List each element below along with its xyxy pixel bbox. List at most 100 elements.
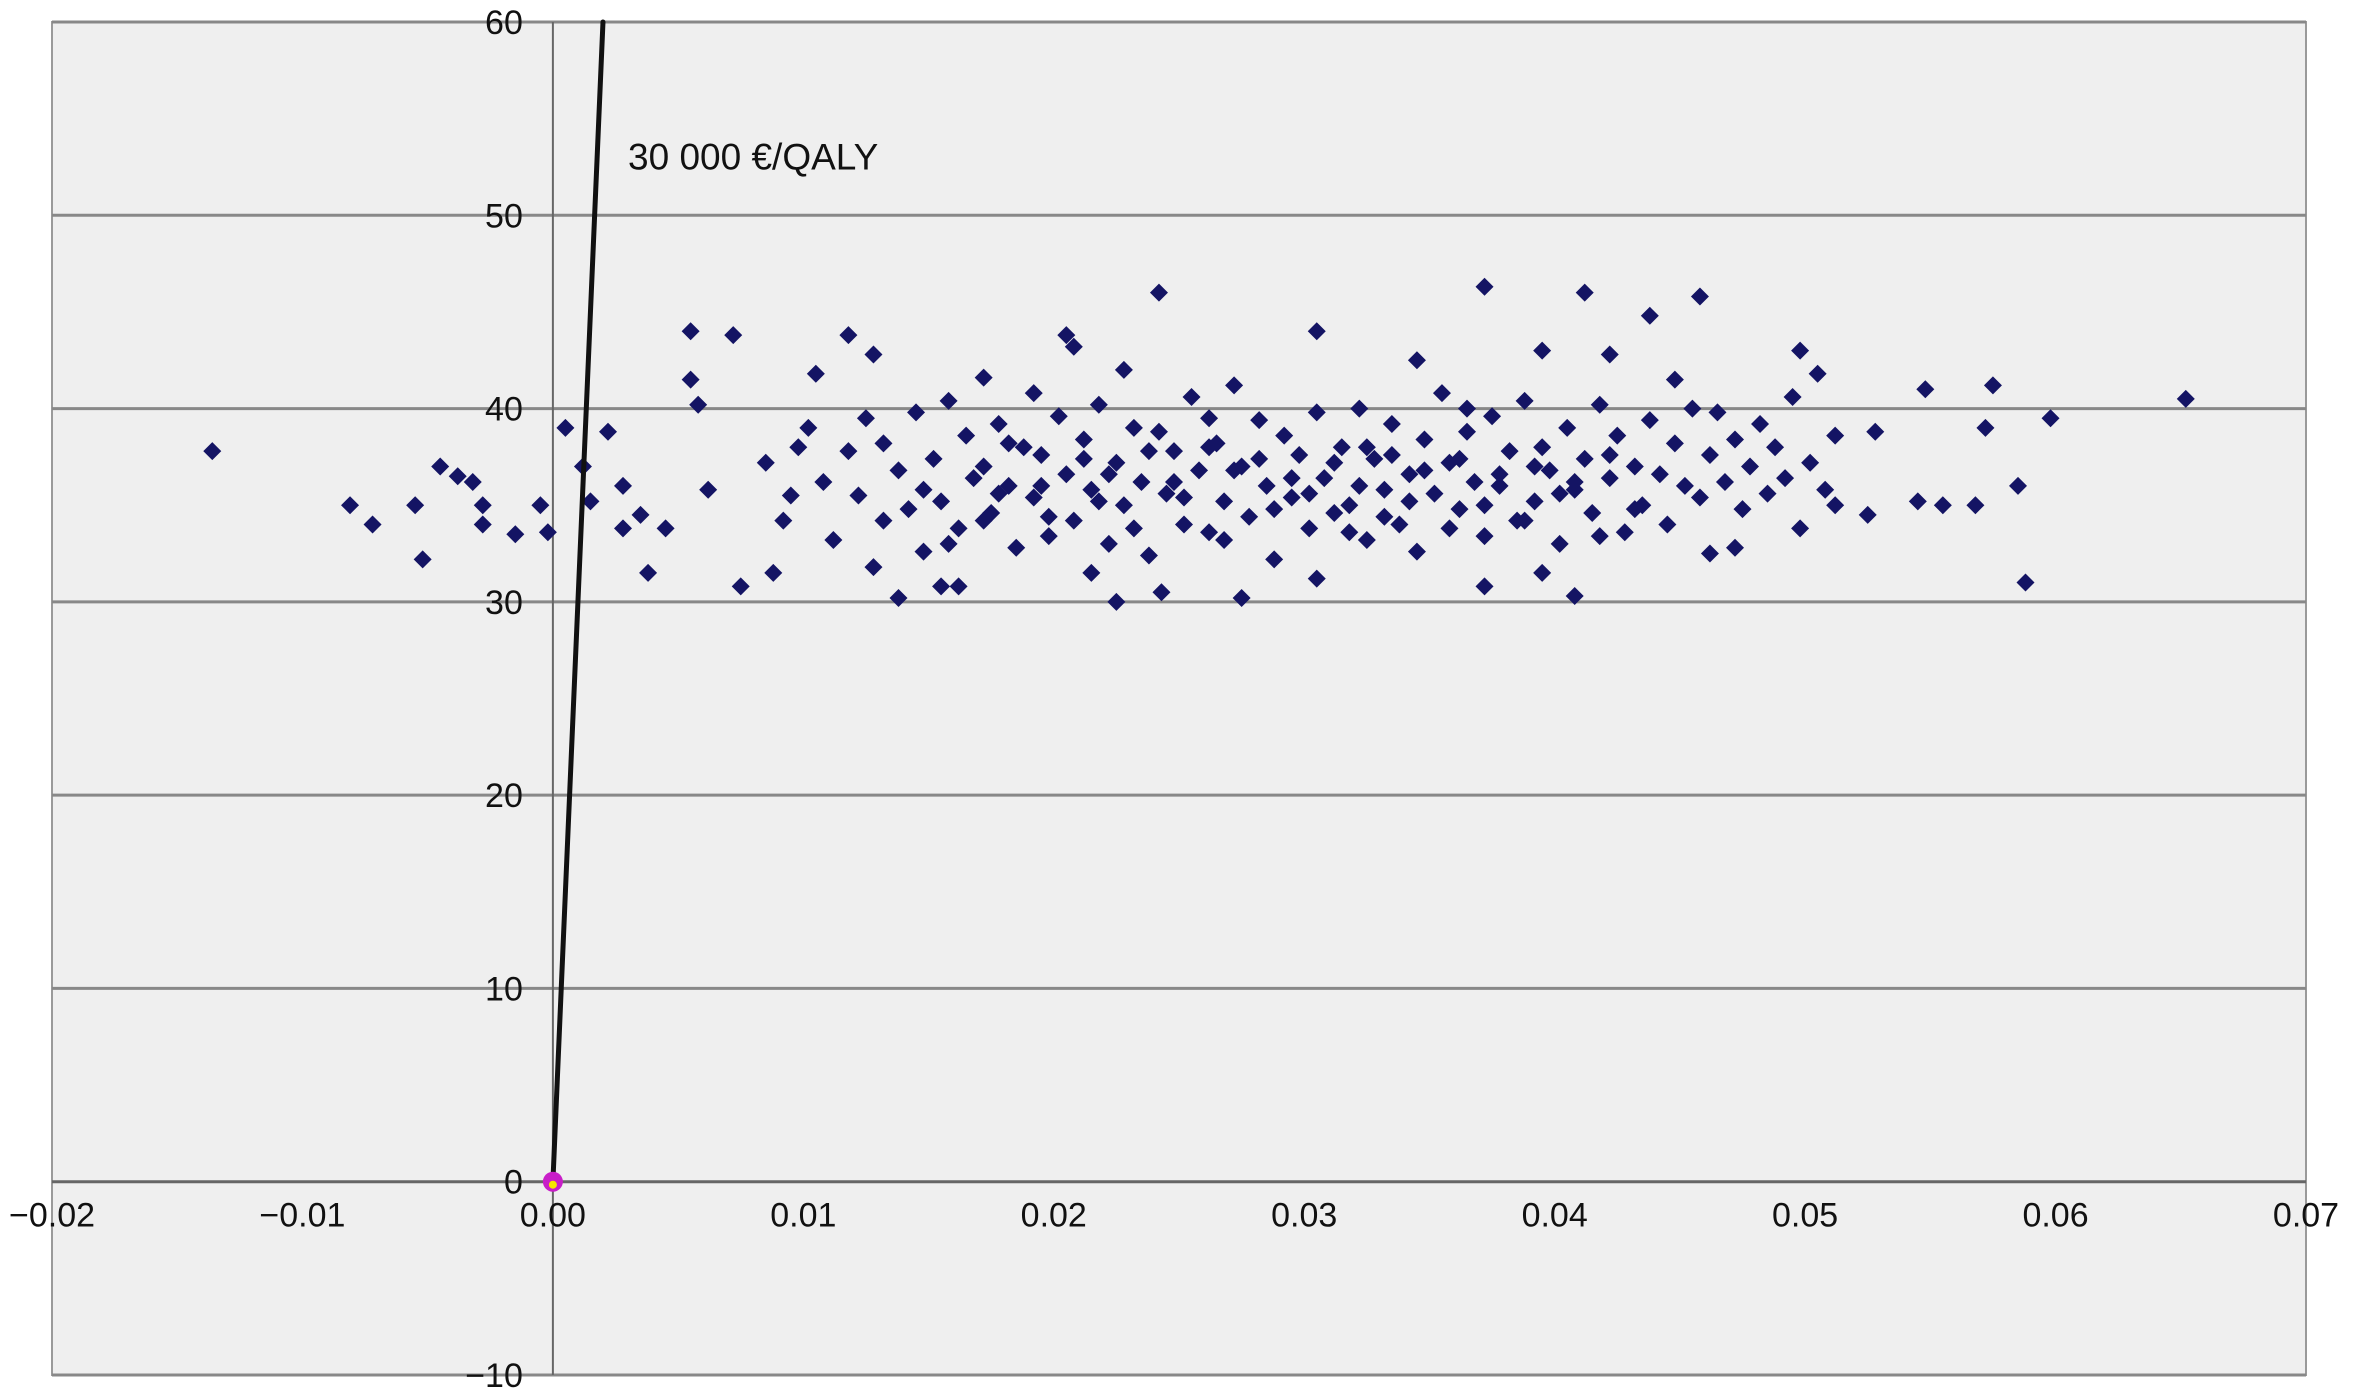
data-point <box>1983 376 2002 395</box>
data-point <box>924 449 943 468</box>
data-point <box>1791 341 1810 360</box>
data-point <box>1933 496 1952 515</box>
data-point <box>631 505 650 524</box>
data-point <box>1816 480 1835 499</box>
data-point <box>1357 531 1376 550</box>
data-point <box>1014 438 1033 457</box>
data-point <box>974 511 993 530</box>
x-tick-label: 0.03 <box>1271 1197 1337 1235</box>
x-tick-label: 0.00 <box>520 1197 586 1235</box>
data-point <box>1690 287 1709 306</box>
data-point <box>1475 277 1494 296</box>
data-point <box>1665 434 1684 453</box>
data-point <box>1475 527 1494 546</box>
data-point <box>799 418 818 437</box>
data-point <box>1089 395 1108 414</box>
data-point <box>789 438 808 457</box>
data-point <box>1700 544 1719 563</box>
data-point <box>1099 534 1118 553</box>
data-point <box>2016 573 2035 592</box>
data-point <box>531 496 550 515</box>
data-point <box>1600 345 1619 364</box>
data-point <box>1007 538 1026 557</box>
data-point <box>656 519 675 538</box>
data-point <box>1375 507 1394 526</box>
data-point <box>1325 503 1344 522</box>
data-point <box>1515 391 1534 410</box>
data-point <box>957 426 976 445</box>
x-tick-label: 0.02 <box>1021 1197 1087 1235</box>
data-point <box>1583 503 1602 522</box>
data-point <box>764 563 783 582</box>
data-point <box>1064 511 1083 530</box>
x-tick-label: 0.04 <box>1522 1197 1588 1235</box>
data-point <box>1801 453 1820 472</box>
data-point <box>1866 422 1885 441</box>
data-point <box>1916 380 1935 399</box>
data-point <box>1215 492 1234 511</box>
data-point <box>1615 523 1634 542</box>
data-point <box>806 364 825 383</box>
y-tick-label: 60 <box>485 4 523 42</box>
data-point <box>999 434 1018 453</box>
data-point <box>1783 387 1802 406</box>
data-point <box>1533 438 1552 457</box>
data-point <box>889 588 908 607</box>
data-point <box>1432 384 1451 403</box>
data-point <box>974 457 993 476</box>
data-point <box>949 577 968 596</box>
data-point <box>1089 492 1108 511</box>
data-point <box>1640 411 1659 430</box>
x-tick-label: 0.06 <box>2022 1197 2088 1235</box>
data-point <box>1400 465 1419 484</box>
data-point <box>363 515 382 534</box>
data-point <box>1357 438 1376 457</box>
data-points <box>203 277 2195 611</box>
data-point <box>1625 500 1644 519</box>
data-point <box>1057 326 1076 345</box>
data-point <box>989 415 1008 434</box>
data-point <box>473 515 492 534</box>
data-point <box>1124 519 1143 538</box>
data-point <box>1024 488 1043 507</box>
data-point <box>1325 453 1344 472</box>
data-point <box>982 503 1001 522</box>
data-point <box>1032 476 1051 495</box>
data-point <box>1024 384 1043 403</box>
data-point <box>1700 445 1719 464</box>
data-point <box>1315 469 1334 488</box>
data-point <box>1550 484 1569 503</box>
data-point <box>2041 409 2060 428</box>
data-point <box>1558 418 1577 437</box>
data-point <box>203 442 222 461</box>
data-point <box>1215 531 1234 550</box>
data-point <box>1225 376 1244 395</box>
data-point <box>1640 306 1659 325</box>
data-point <box>1725 430 1744 449</box>
plot-background <box>51 21 2307 1376</box>
data-point <box>1139 546 1158 565</box>
data-point <box>413 550 432 569</box>
data-point <box>1340 523 1359 542</box>
data-point <box>431 457 450 476</box>
origin-marker-center <box>548 1180 557 1189</box>
data-point <box>1149 422 1168 441</box>
data-point <box>914 480 933 499</box>
x-tick-label: −0.01 <box>259 1197 345 1235</box>
data-point <box>681 322 700 341</box>
y-tick-label: 0 <box>504 1164 523 1202</box>
data-point <box>1450 449 1469 468</box>
data-point <box>864 558 883 577</box>
data-point <box>1164 442 1183 461</box>
data-point <box>1240 507 1259 526</box>
data-point <box>1375 480 1394 499</box>
data-point <box>1440 519 1459 538</box>
data-point <box>1282 469 1301 488</box>
x-tick-label: 0.05 <box>1772 1197 1838 1235</box>
data-point <box>1533 563 1552 582</box>
data-point <box>1350 399 1369 418</box>
data-point <box>1039 507 1058 526</box>
data-point <box>1232 588 1251 607</box>
data-point <box>814 473 833 492</box>
data-point <box>856 409 875 428</box>
